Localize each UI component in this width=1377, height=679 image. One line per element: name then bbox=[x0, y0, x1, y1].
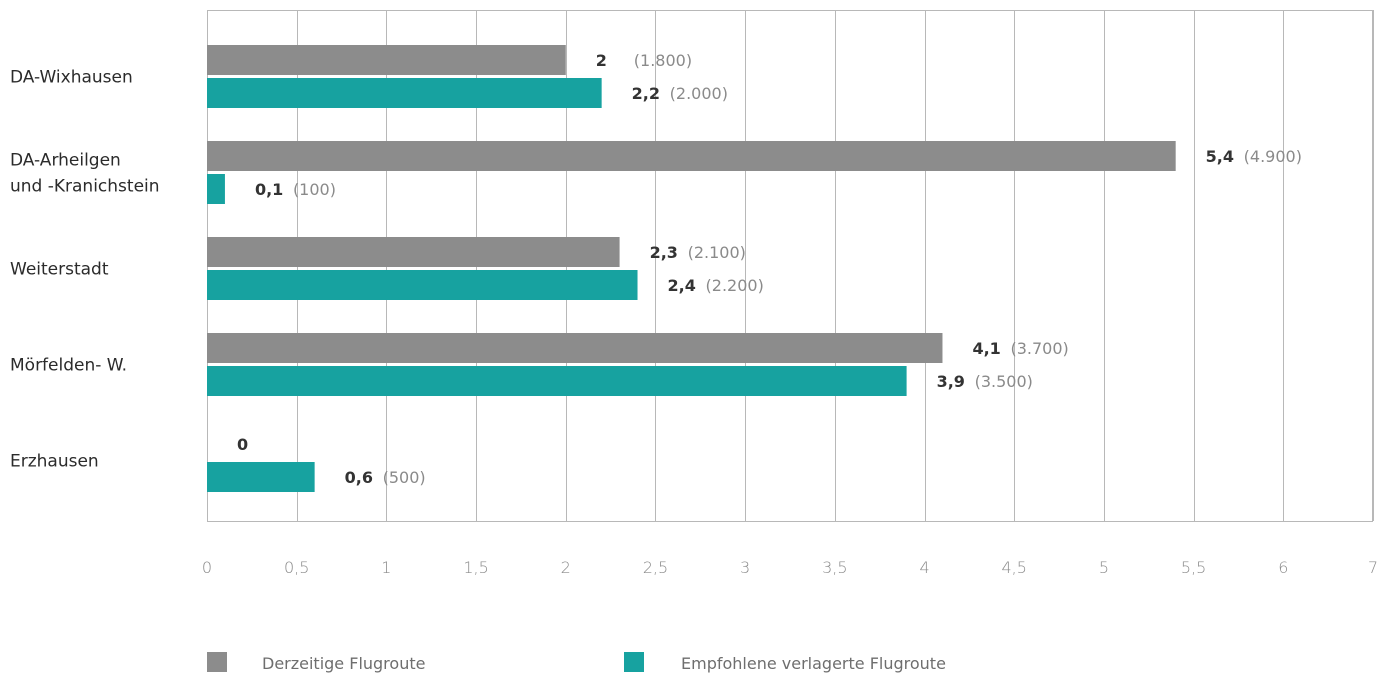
data-label-paren: (500) bbox=[383, 468, 426, 487]
bar-recommended bbox=[207, 174, 225, 204]
x-tick-label: 5,5 bbox=[1181, 558, 1206, 577]
bar-recommended bbox=[207, 462, 315, 492]
bars bbox=[207, 45, 1176, 492]
data-label-paren: (2.200) bbox=[706, 276, 764, 295]
data-label-paren: (2.100) bbox=[688, 243, 746, 262]
data-label: 2,3 bbox=[650, 243, 678, 262]
x-tick-label: 6 bbox=[1278, 558, 1288, 577]
data-label: 2 bbox=[596, 51, 607, 70]
x-tick-label: 3,5 bbox=[822, 558, 847, 577]
x-tick-label: 4 bbox=[919, 558, 929, 577]
legend-swatch bbox=[207, 652, 227, 672]
legend-swatch bbox=[624, 652, 644, 672]
legend: Derzeitige Flugroute Empfohlene verlagert… bbox=[207, 652, 946, 673]
category-label: Erzhausen bbox=[10, 452, 99, 472]
bar-recommended bbox=[207, 270, 638, 300]
data-label: 0 bbox=[237, 435, 248, 454]
bar-current bbox=[207, 45, 566, 75]
data-label-paren: (3.500) bbox=[975, 372, 1033, 391]
data-label: 0,1 bbox=[255, 180, 283, 199]
x-tick-label: 1 bbox=[381, 558, 391, 577]
data-label-paren: (4.900) bbox=[1244, 147, 1302, 166]
x-tick-label: 5 bbox=[1099, 558, 1109, 577]
x-tick-label: 0 bbox=[202, 558, 212, 577]
bar-recommended bbox=[207, 366, 907, 396]
x-tick-label: 7 bbox=[1368, 558, 1377, 577]
x-tick-label: 2 bbox=[561, 558, 571, 577]
x-tick-label: 3 bbox=[740, 558, 750, 577]
category-labels: DA-Wixhausen DA-Arheilgen und -Kranichstei… bbox=[10, 68, 160, 472]
legend-label: Derzeitige Flugroute bbox=[262, 654, 425, 673]
data-label-paren: (3.700) bbox=[1010, 339, 1068, 358]
x-tick-label: 4,5 bbox=[1002, 558, 1027, 577]
data-label: 4,1 bbox=[972, 339, 1000, 358]
data-label-paren: (100) bbox=[293, 180, 336, 199]
value-labels: 2 (1.800) 2,2 (2.000) 5,4 (4.900) 0,1 (100) 2,3 (… bbox=[237, 51, 1302, 487]
bar-current bbox=[207, 141, 1176, 171]
category-label: DA-Wixhausen bbox=[10, 68, 133, 88]
data-label: 0,6 bbox=[345, 468, 373, 487]
bar-current bbox=[207, 237, 620, 267]
bar-recommended bbox=[207, 78, 602, 108]
data-label: 5,4 bbox=[1206, 147, 1234, 166]
data-label: 2,2 bbox=[632, 84, 660, 103]
x-tick-label: 1,5 bbox=[463, 558, 488, 577]
x-axis-ticks: 0 0,5 1 1,5 2 2,5 3 3,5 4 4,5 5 5,5 6 7 bbox=[202, 558, 1377, 577]
data-label-paren: (1.800) bbox=[634, 51, 692, 70]
category-label: Weiterstadt bbox=[10, 260, 109, 280]
x-tick-label: 0,5 bbox=[284, 558, 309, 577]
category-label: DA-Arheilgen bbox=[10, 151, 121, 171]
data-label-paren: (2.000) bbox=[670, 84, 728, 103]
grid-lines bbox=[207, 10, 1374, 522]
data-label: 3,9 bbox=[937, 372, 965, 391]
bar-current bbox=[207, 333, 943, 363]
legend-label: Empfohlene verlagerte Flugroute bbox=[681, 654, 946, 673]
x-tick-label: 2,5 bbox=[643, 558, 668, 577]
data-label: 2,4 bbox=[668, 276, 696, 295]
category-label: Mörfelden- W. bbox=[10, 356, 127, 376]
category-label: und -Kranichstein bbox=[10, 177, 160, 197]
